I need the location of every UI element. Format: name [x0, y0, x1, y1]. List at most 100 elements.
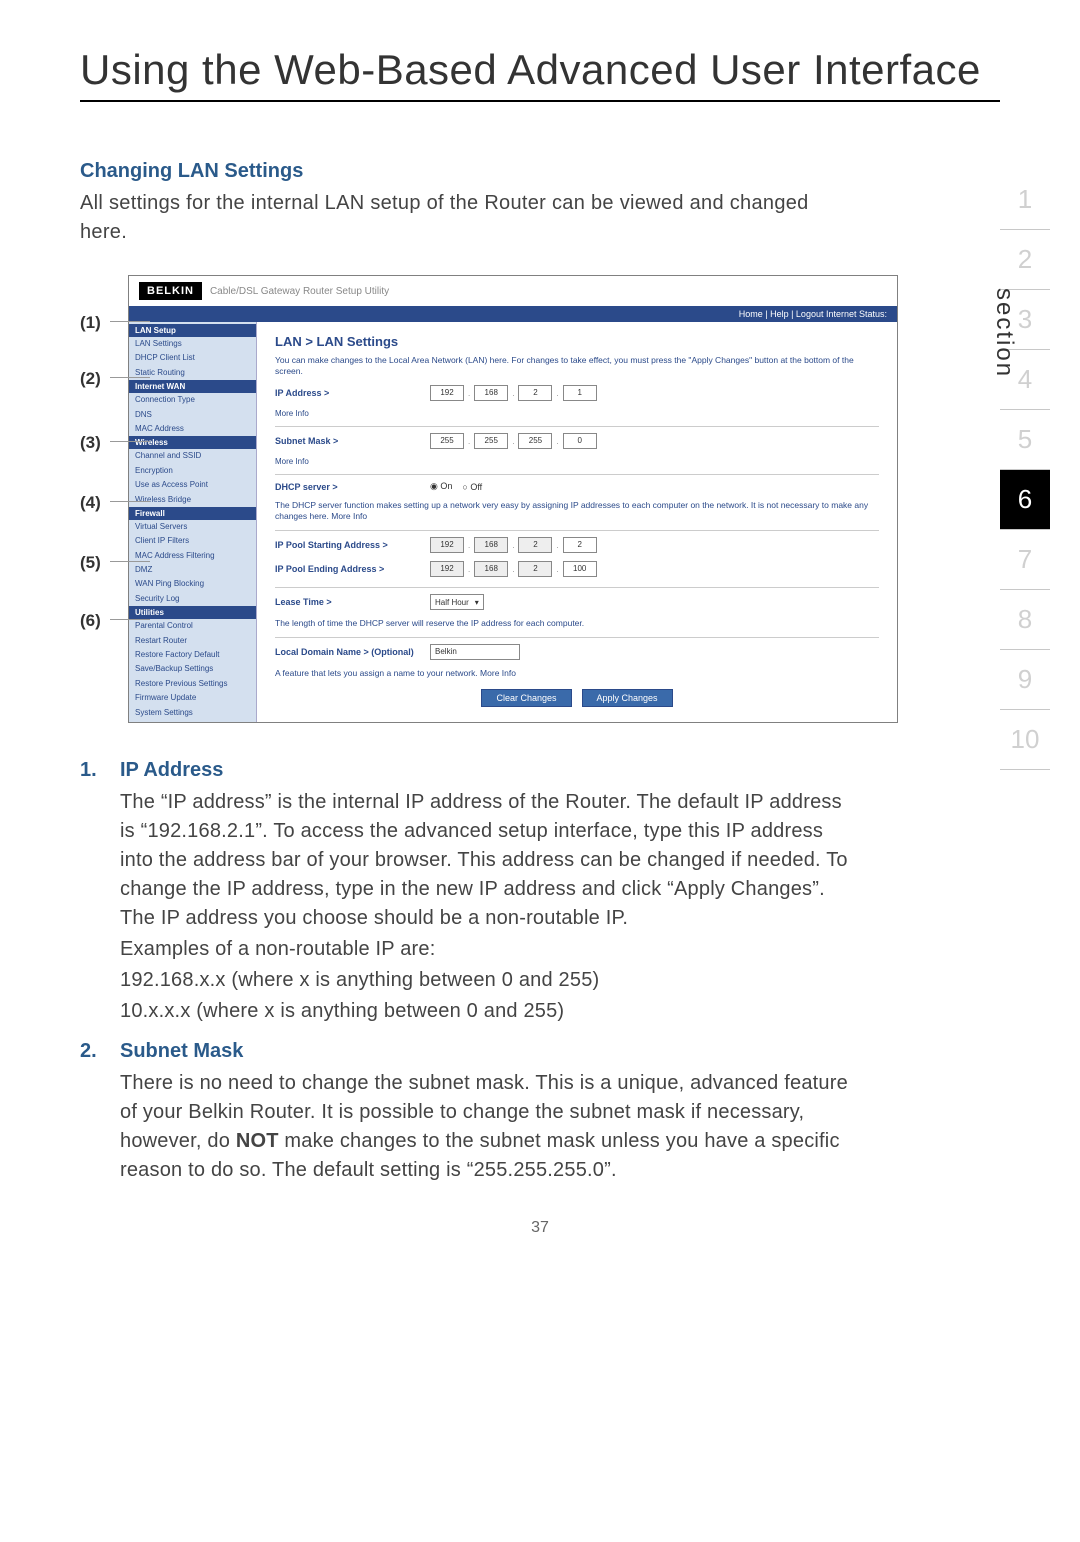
ip-address-row: IP Address > 192. 168. 2. 1: [275, 385, 879, 405]
nav-item[interactable]: Restart Router: [129, 634, 256, 648]
callout-line: [110, 377, 150, 378]
router-main: LAN > LAN Settings You can make changes …: [257, 322, 897, 722]
nav-item[interactable]: Wireless Bridge: [129, 493, 256, 507]
pool-octet: 168: [474, 537, 508, 553]
subnet-octet[interactable]: 255: [430, 433, 464, 449]
router-ui: BELKIN Cable/DSL Gateway Router Setup Ut…: [128, 275, 898, 723]
pool-octet: 2: [518, 561, 552, 577]
clear-button[interactable]: Clear Changes: [481, 689, 571, 707]
nav-item[interactable]: LAN Settings: [129, 337, 256, 351]
section-tabs: 12345678910: [1000, 170, 1050, 770]
nav-group-header: Firewall: [129, 507, 256, 520]
router-topbar: Home | Help | Logout Internet Status:: [129, 306, 897, 322]
section-tab-1[interactable]: 1: [1000, 170, 1050, 230]
item-number: 1.: [80, 759, 102, 782]
pool-start-label: IP Pool Starting Address >: [275, 540, 430, 550]
ip-label: IP Address >: [275, 388, 430, 398]
nav-item[interactable]: Client IP Filters: [129, 534, 256, 548]
item-title: IP Address: [120, 759, 223, 782]
nav-item[interactable]: Security Log: [129, 592, 256, 606]
item-number: 2.: [80, 1040, 102, 1063]
document-page: Using the Web-Based Advanced User Interf…: [0, 0, 1080, 1257]
nav-item[interactable]: DNS: [129, 408, 256, 422]
nav-item[interactable]: Restore Factory Default: [129, 648, 256, 662]
ip-octet[interactable]: 168: [474, 385, 508, 401]
nav-item[interactable]: System Settings: [129, 706, 256, 720]
section-tab-9[interactable]: 9: [1000, 650, 1050, 710]
page-title: Using the Web-Based Advanced User Interf…: [80, 46, 1000, 102]
section-tab-10[interactable]: 10: [1000, 710, 1050, 770]
callout-5: (5): [80, 553, 101, 573]
intro-text: All settings for the internal LAN setup …: [80, 189, 840, 247]
section-tab-7[interactable]: 7: [1000, 530, 1050, 590]
pool-octet[interactable]: 2: [563, 537, 597, 553]
nav-group-header: Internet WAN: [129, 380, 256, 393]
item-title: Subnet Mask: [120, 1040, 243, 1063]
item-body: The “IP address” is the internal IP addr…: [120, 788, 860, 1026]
lease-select[interactable]: Half Hour▾: [430, 594, 484, 610]
subnet-label: Subnet Mask >: [275, 436, 430, 446]
dhcp-on-radio[interactable]: ◉ On: [430, 481, 452, 492]
nav-item[interactable]: DMZ: [129, 563, 256, 577]
pool-octet: 192: [430, 561, 464, 577]
nav-item[interactable]: Firmware Update: [129, 691, 256, 705]
nav-group-header: Utilities: [129, 606, 256, 619]
screenshot-wrap: (1) (2) (3) (4) (5) (6) BELKIN Cable/DSL…: [128, 275, 928, 723]
callout-2: (2): [80, 369, 101, 389]
callout-line: [110, 501, 150, 502]
lan-title: LAN > LAN Settings: [275, 334, 879, 349]
nav-item[interactable]: Parental Control: [129, 619, 256, 633]
pool-octet: 168: [474, 561, 508, 577]
section-tab-2[interactable]: 2: [1000, 230, 1050, 290]
nav-item[interactable]: Static Routing: [129, 366, 256, 380]
subnet-octet[interactable]: 255: [518, 433, 552, 449]
domain-row: Local Domain Name > (Optional) Belkin: [275, 644, 879, 664]
apply-button[interactable]: Apply Changes: [582, 689, 673, 707]
item-1: 1. IP Address The “IP address” is the in…: [80, 759, 1000, 1026]
dhcp-off-radio[interactable]: ○ Off: [462, 482, 482, 492]
section-tab-6[interactable]: 6: [1000, 470, 1050, 530]
nav-item[interactable]: Channel and SSID: [129, 449, 256, 463]
section-tab-8[interactable]: 8: [1000, 590, 1050, 650]
page-number: 37: [80, 1219, 1000, 1237]
nav-item[interactable]: Use as Access Point: [129, 478, 256, 492]
nav-item[interactable]: DHCP Client List: [129, 351, 256, 365]
pool-octet: 2: [518, 537, 552, 553]
nav-item[interactable]: Save/Backup Settings: [129, 662, 256, 676]
nav-item[interactable]: Connection Type: [129, 393, 256, 407]
pool-start-row: IP Pool Starting Address > 192. 168. 2. …: [275, 537, 879, 557]
ip-octet[interactable]: 1: [563, 385, 597, 401]
ip-inputs: 192. 168. 2. 1: [430, 385, 597, 401]
ip-octet[interactable]: 192: [430, 385, 464, 401]
pool-octet[interactable]: 100: [563, 561, 597, 577]
domain-input[interactable]: Belkin: [430, 644, 520, 660]
nav-item[interactable]: Virtual Servers: [129, 520, 256, 534]
dhcp-radios: ◉ On ○ Off: [430, 481, 482, 492]
item-2: 2. Subnet Mask There is no need to chang…: [80, 1040, 1000, 1185]
dhcp-row: DHCP server > ◉ On ○ Off: [275, 481, 879, 496]
lease-desc: The length of time the DHCP server will …: [275, 618, 879, 629]
more-info[interactable]: More Info: [275, 409, 879, 418]
pool-end-row: IP Pool Ending Address > 192. 168. 2. 10…: [275, 561, 879, 581]
ip-octet[interactable]: 2: [518, 385, 552, 401]
lease-label: Lease Time >: [275, 597, 430, 607]
domain-label: Local Domain Name > (Optional): [275, 647, 430, 657]
subnet-inputs: 255. 255. 255. 0: [430, 433, 597, 449]
button-row: Clear Changes Apply Changes: [275, 689, 879, 707]
subnet-octet[interactable]: 255: [474, 433, 508, 449]
nav-item[interactable]: WAN Ping Blocking: [129, 577, 256, 591]
section-tab-5[interactable]: 5: [1000, 410, 1050, 470]
callout-line: [110, 441, 150, 442]
section-heading: Changing LAN Settings: [80, 160, 1000, 183]
nav-item[interactable]: Encryption: [129, 464, 256, 478]
subnet-row: Subnet Mask > 255. 255. 255. 0: [275, 433, 879, 453]
nav-item[interactable]: MAC Address: [129, 422, 256, 436]
router-header: BELKIN Cable/DSL Gateway Router Setup Ut…: [129, 276, 897, 306]
nav-item[interactable]: Restore Previous Settings: [129, 677, 256, 691]
more-info[interactable]: More Info: [275, 457, 879, 466]
subnet-octet[interactable]: 0: [563, 433, 597, 449]
callout-6: (6): [80, 611, 101, 631]
pool-octet: 192: [430, 537, 464, 553]
dhcp-label: DHCP server >: [275, 482, 430, 492]
callout-line: [110, 321, 150, 322]
